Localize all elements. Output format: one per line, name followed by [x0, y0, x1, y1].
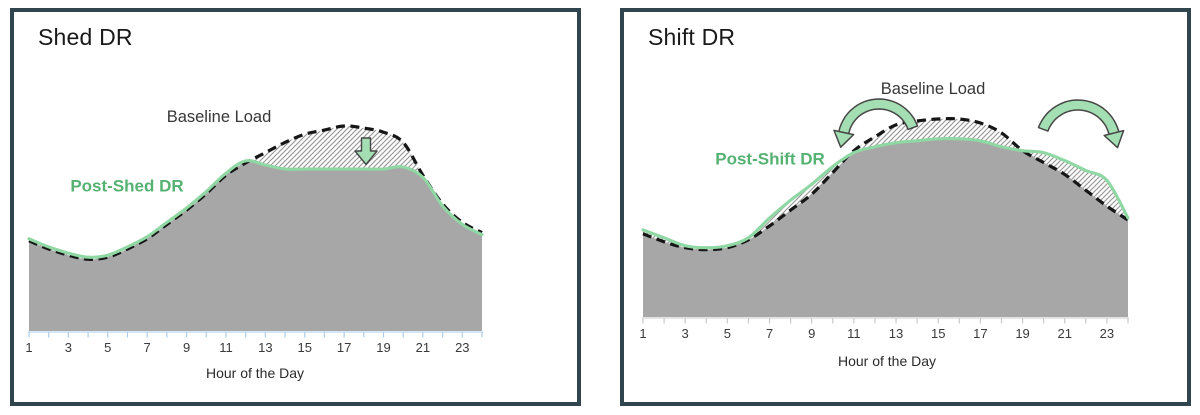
svg-text:13: 13: [258, 340, 272, 355]
x-axis-label: Hour of the Day: [205, 365, 305, 381]
x-tick-labels: 1 3 5 7 9 11 13 15 17 19 21 23: [639, 326, 1114, 341]
svg-text:3: 3: [65, 340, 72, 355]
svg-text:21: 21: [1058, 326, 1072, 341]
svg-text:11: 11: [847, 326, 861, 341]
shed-down-arrow-icon: [354, 137, 378, 166]
svg-text:9: 9: [808, 326, 815, 341]
svg-text:5: 5: [104, 340, 111, 355]
load-area-fill: [29, 162, 482, 331]
post-dr-curve: [641, 137, 1130, 250]
post-shed-dr-label: Post-Shed DR: [70, 176, 184, 196]
svg-text:19: 19: [376, 340, 390, 355]
svg-text:15: 15: [931, 326, 945, 341]
svg-text:7: 7: [766, 326, 773, 341]
shift-dr-panel: 1 3 5 7 9 11 13 15 17 19 21 23 Shift DR Baseline Lo…: [620, 8, 1191, 406]
panel-title-shift: Shift DR: [648, 24, 736, 50]
shed-dr-panel: 1 3 5 7 9 11 13 15 17 19 21 23 Shed DR Baseline Loa…: [10, 8, 581, 406]
svg-text:13: 13: [889, 326, 903, 341]
x-axis-label: Hour of the Day: [837, 353, 937, 369]
svg-text:23: 23: [1100, 326, 1114, 341]
svg-text:15: 15: [298, 340, 312, 355]
x-tick-labels: 1 3 5 7 9 11 13 15 17 19 21 23: [25, 340, 469, 355]
post-shift-dr-label: Post-Shift DR: [715, 149, 825, 169]
baseline-load-curve: [28, 124, 483, 261]
svg-text:3: 3: [682, 326, 689, 341]
svg-text:21: 21: [416, 340, 430, 355]
shed-dr-chart: 1 3 5 7 9 11 13 15 17 19 21 23: [25, 124, 484, 355]
x-axis-ticks: [28, 332, 483, 338]
baseline-load-label: Baseline Load: [880, 79, 986, 98]
svg-text:17: 17: [337, 340, 351, 355]
shift-left-curved-arrow-icon: [833, 98, 919, 148]
x-axis-ticks: [642, 318, 1129, 324]
svg-text:23: 23: [455, 340, 469, 355]
post-dr-curve: [27, 159, 484, 259]
svg-text:7: 7: [144, 340, 151, 355]
svg-text:5: 5: [724, 326, 731, 341]
svg-text:17: 17: [973, 326, 987, 341]
shift-dr-chart: 1 3 5 7 9 11 13 15 17 19 21 23: [639, 98, 1130, 341]
svg-text:11: 11: [219, 340, 233, 355]
panel-title-shed: Shed DR: [38, 24, 133, 50]
load-area-fill: [643, 138, 1128, 317]
svg-text:1: 1: [25, 340, 32, 355]
baseline-load-label: Baseline Load: [166, 107, 272, 126]
svg-text:19: 19: [1015, 326, 1029, 341]
svg-text:1: 1: [639, 326, 646, 341]
svg-text:9: 9: [183, 340, 190, 355]
shift-right-curved-arrow-icon: [1037, 99, 1125, 149]
